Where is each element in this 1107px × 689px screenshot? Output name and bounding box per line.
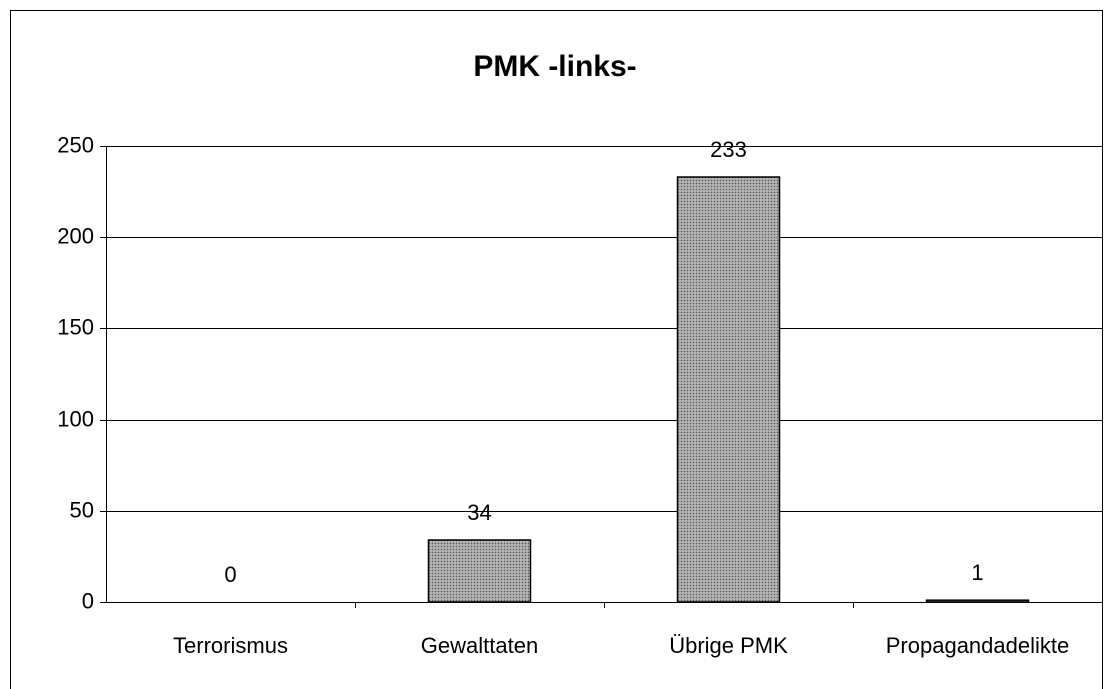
x-tick-label: Terrorismus	[173, 633, 288, 658]
data-label: 1	[971, 560, 983, 585]
y-tick-label: 200	[57, 223, 94, 248]
bar	[925, 599, 1030, 603]
data-label: 233	[710, 137, 747, 162]
bar	[427, 539, 532, 603]
y-tick-label: 250	[57, 132, 94, 157]
y-tick-label: 0	[82, 588, 94, 613]
data-label: 34	[467, 500, 491, 525]
x-tick-label: Propagandadelikte	[886, 633, 1069, 658]
chart-frame	[10, 10, 1103, 689]
y-tick-label: 100	[57, 406, 94, 431]
data-label: 0	[224, 562, 236, 587]
y-tick-label: 150	[57, 314, 94, 339]
y-tick-label: 50	[70, 497, 94, 522]
bar	[676, 176, 781, 603]
x-tick-label: Gewalttaten	[421, 633, 538, 658]
chart-title: PMK -links-	[473, 50, 636, 83]
x-tick-label: Übrige PMK	[669, 633, 788, 658]
